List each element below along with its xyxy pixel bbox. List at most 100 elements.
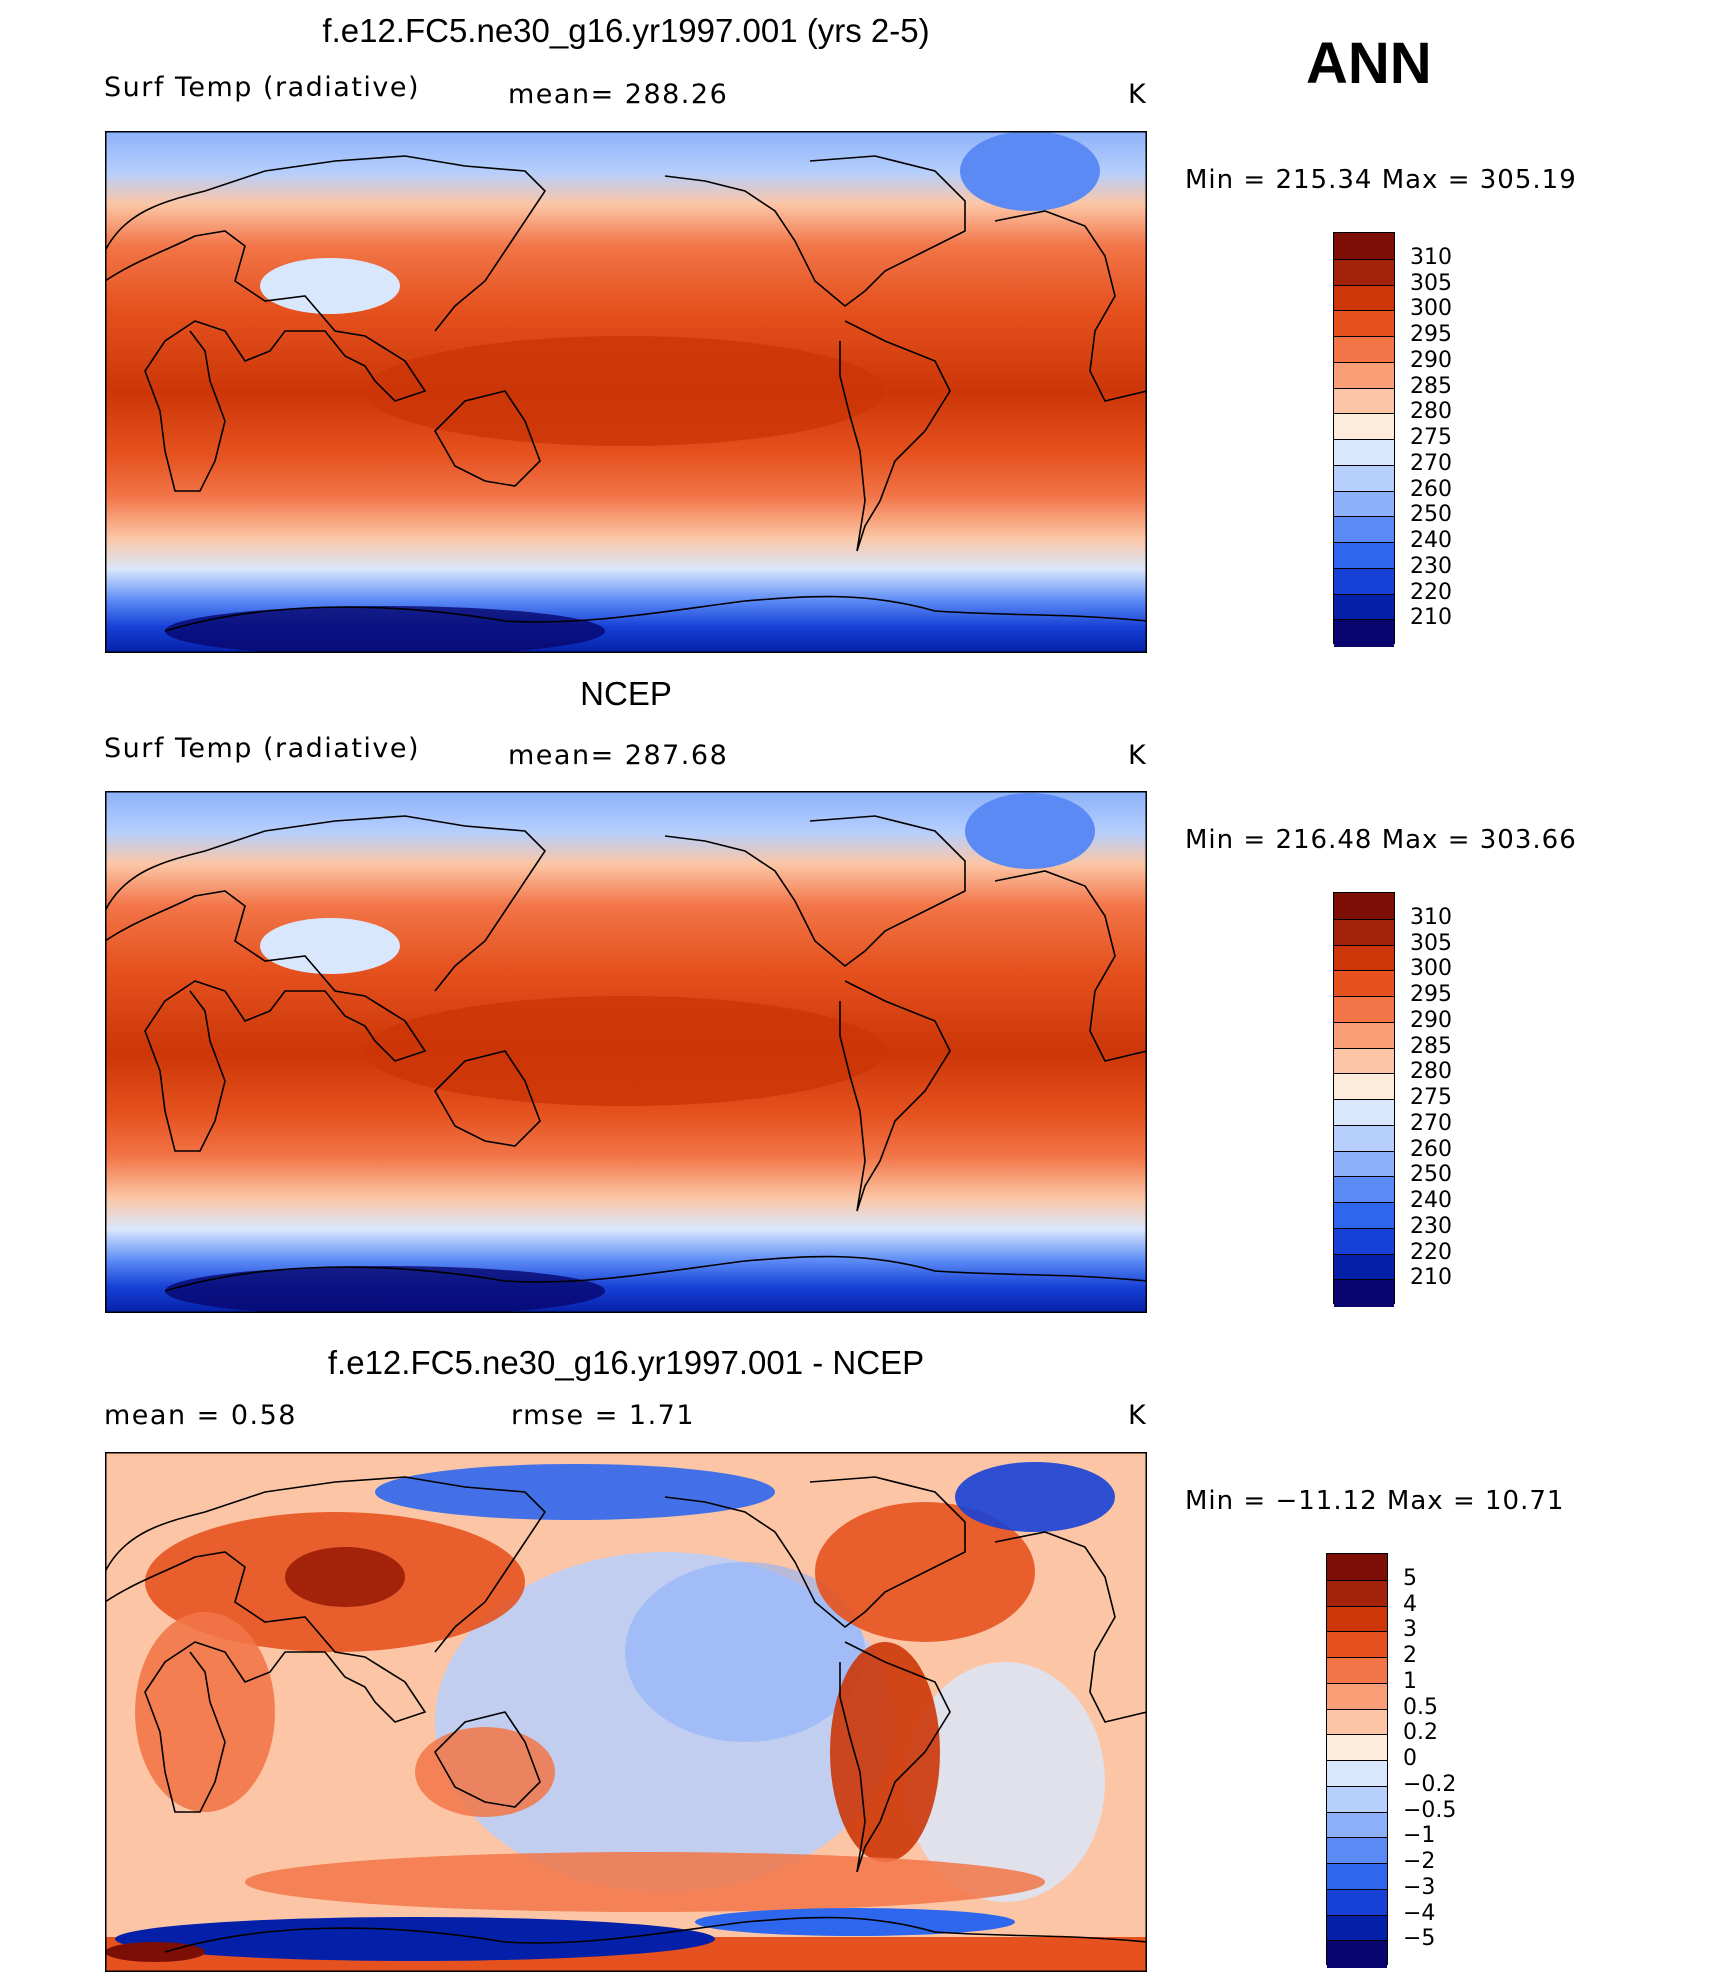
colorbar-swatch	[1334, 1253, 1394, 1281]
panel2-map	[105, 791, 1147, 1313]
colorbar-swatch	[1327, 1914, 1387, 1942]
colorbar-swatch	[1334, 567, 1394, 595]
colorbar-tick-label: 240	[1410, 1188, 1452, 1213]
colorbar-swatch	[1327, 1734, 1387, 1762]
panel1-title: f.e12.FC5.ne30_g16.yr1997.001 (yrs 2-5)	[322, 12, 930, 49]
colorbar-tick-label: 260	[1410, 476, 1452, 502]
colorbar-tick-label: 270	[1410, 450, 1452, 476]
colorbar-swatch	[1327, 1811, 1387, 1839]
colorbar-tick-label: −3	[1403, 1874, 1436, 1900]
colorbar-swatch	[1334, 258, 1394, 286]
colorbar-tick-label: 295	[1410, 322, 1452, 347]
colorbar-swatch	[1334, 893, 1394, 920]
panel1-units: K	[1128, 79, 1148, 110]
colorbar-tick-label: 305	[1410, 270, 1452, 296]
colorbar-swatch	[1334, 464, 1394, 492]
panel1-mean: mean= 288.26	[508, 79, 729, 110]
colorbar-swatch	[1327, 1837, 1387, 1865]
colorbar-swatch	[1334, 1021, 1394, 1049]
colorbar-tick-label: −0.5	[1403, 1797, 1457, 1823]
colorbar-swatch	[1334, 619, 1394, 647]
colorbar-swatch	[1334, 284, 1394, 312]
colorbar-swatch	[1334, 1227, 1394, 1255]
panel3-colorbar-ticks: 5 4 3 2 1 0.5 0.2 0 −0.2 −0.5 −1 −2 −3 −4 −5	[1403, 1553, 1483, 1965]
colorbar-tick-label: 2	[1403, 1643, 1417, 1668]
colorbar-tick-label: 0.2	[1403, 1720, 1438, 1746]
colorbar-tick-label: 280	[1410, 399, 1452, 425]
difference-field	[105, 1462, 1147, 1972]
colorbar-swatch	[1334, 970, 1394, 998]
colorbar-tick-label: 310	[1410, 904, 1452, 930]
panel2-colorbar	[1333, 892, 1395, 1307]
colorbar-tick-label: 285	[1410, 1033, 1452, 1059]
colorbar-swatch	[1334, 1150, 1394, 1178]
colorbar-tick-label: 275	[1410, 1085, 1452, 1110]
colorbar-tick-label: 300	[1410, 956, 1452, 982]
panel1-minmax: Min = 215.34 Max = 305.19	[1185, 165, 1577, 195]
colorbar-swatch	[1334, 490, 1394, 518]
panel2-units: K	[1128, 740, 1148, 771]
colorbar-swatch	[1334, 1073, 1394, 1101]
colorbar-swatch	[1327, 1682, 1387, 1710]
colorbar-swatch	[1334, 944, 1394, 972]
colorbar-tick-label: −2	[1403, 1849, 1436, 1874]
colorbar-tick-label: 210	[1410, 605, 1452, 631]
greenland-cold-region	[960, 131, 1100, 211]
colorbar-tick-label: 285	[1410, 373, 1452, 399]
colorbar-tick-label: 275	[1410, 425, 1452, 450]
colorbar-swatch	[1334, 387, 1394, 415]
colorbar-swatch	[1327, 1760, 1387, 1788]
colorbar-swatch	[1334, 918, 1394, 946]
antarctic-cold-region	[165, 1266, 605, 1313]
colorbar-swatch	[1334, 1047, 1394, 1075]
colorbar-swatch	[1334, 361, 1394, 389]
colorbar-tick-label: −4	[1403, 1900, 1436, 1926]
colorbar-tick-label: 290	[1410, 1007, 1452, 1033]
colorbar-tick-label: 280	[1410, 1059, 1452, 1085]
panel2-mean: mean= 287.68	[508, 740, 729, 771]
panel3-title: f.e12.FC5.ne30_g16.yr1997.001 - NCEP	[327, 1344, 925, 1381]
colorbar-swatch	[1327, 1631, 1387, 1659]
panel1-variable-label: Surf Temp (radiative)	[104, 72, 421, 103]
antarctic-cold-region	[165, 606, 605, 653]
panel2-title: NCEP	[580, 675, 672, 712]
coastlines	[105, 1476, 1147, 1953]
colorbar-swatch	[1334, 310, 1394, 338]
warm-pool-region	[365, 336, 885, 446]
colorbar-swatch	[1334, 439, 1394, 467]
colorbar-tick-label: 220	[1410, 579, 1452, 605]
colorbar-tick-label: 295	[1410, 982, 1452, 1007]
colorbar-swatch	[1327, 1863, 1387, 1891]
colorbar-swatch	[1334, 542, 1394, 570]
panel3-mean: mean = 0.58	[104, 1400, 297, 1431]
colorbar-swatch	[1334, 336, 1394, 364]
panel2-variable-label: Surf Temp (radiative)	[104, 733, 421, 764]
colorbar-tick-label: 305	[1410, 930, 1452, 956]
colorbar-tick-label: 3	[1403, 1617, 1417, 1643]
greenland-cold-region	[965, 793, 1095, 869]
colorbar-tick-label: 290	[1410, 347, 1452, 373]
colorbar-swatch	[1334, 233, 1394, 260]
colorbar-swatch	[1334, 1124, 1394, 1152]
tibet-cold-region	[260, 258, 400, 314]
colorbar-swatch	[1327, 1888, 1387, 1916]
colorbar-swatch	[1327, 1605, 1387, 1633]
panel3-rmse: rmse = 1.71	[511, 1400, 696, 1431]
colorbar-tick-label: 230	[1410, 1213, 1452, 1239]
colorbar-swatch	[1334, 1099, 1394, 1127]
colorbar-tick-label: 240	[1410, 528, 1452, 553]
colorbar-swatch	[1327, 1940, 1387, 1968]
colorbar-swatch	[1334, 996, 1394, 1024]
colorbar-tick-label: 220	[1410, 1239, 1452, 1265]
colorbar-tick-label: 270	[1410, 1110, 1452, 1136]
colorbar-swatch	[1334, 1279, 1394, 1307]
colorbar-swatch	[1327, 1554, 1387, 1581]
colorbar-swatch	[1334, 593, 1394, 621]
colorbar-swatch	[1327, 1708, 1387, 1736]
panel3-colorbar	[1326, 1553, 1388, 1968]
colorbar-tick-label: −5	[1403, 1926, 1436, 1952]
colorbar-tick-label: 230	[1410, 553, 1452, 579]
colorbar-tick-label: 0.5	[1403, 1694, 1438, 1720]
colorbar-swatch	[1334, 1176, 1394, 1204]
tibet-cold-region	[260, 918, 400, 974]
